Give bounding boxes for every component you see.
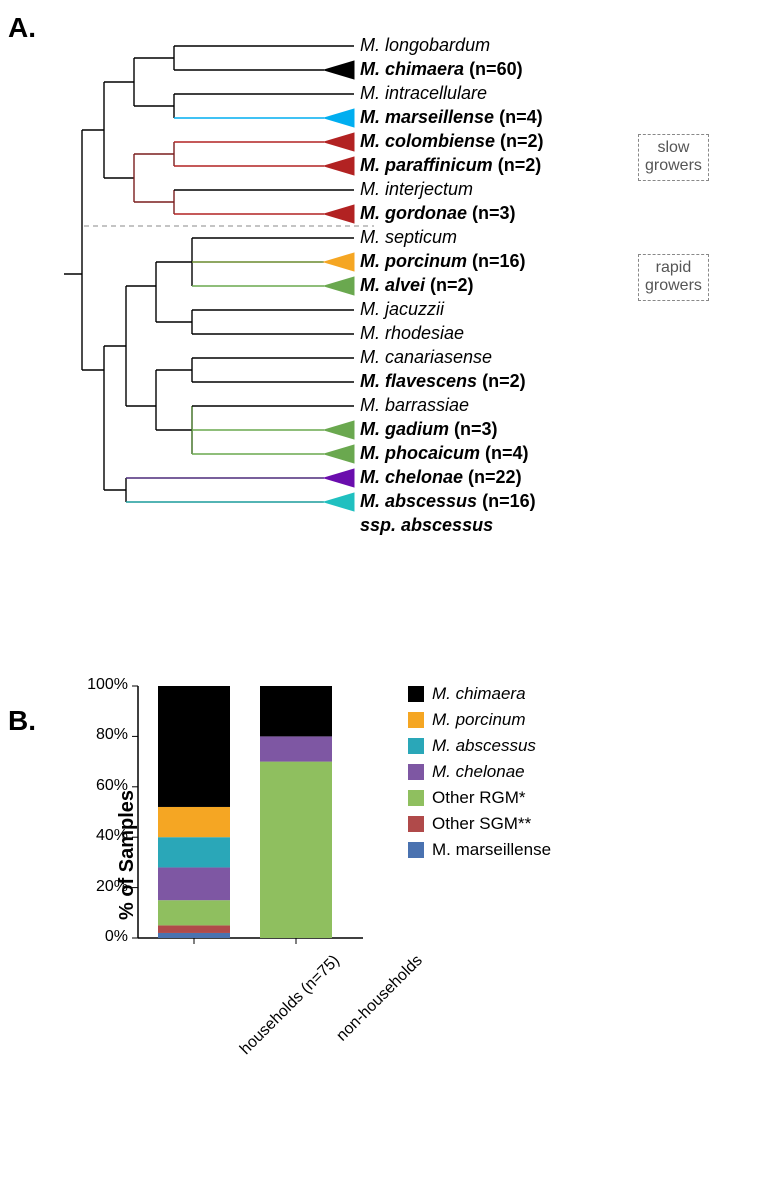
taxon-label: M. gordonae (n=3) [360, 203, 516, 224]
taxon-subline: ssp. abscessus [360, 515, 493, 536]
taxon-label: M. flavescens (n=2) [360, 371, 526, 392]
taxon-label: M. intracellulare [360, 83, 487, 104]
taxon-label: M. jacuzzii [360, 299, 444, 320]
legend-label: M. porcinum [432, 710, 526, 730]
legend-swatch [408, 764, 424, 780]
legend-label: Other SGM** [432, 814, 531, 834]
stacked-bar-chart [128, 680, 383, 952]
taxon-label: M. phocaicum (n=4) [360, 443, 529, 464]
taxon-label: M. paraffinicum (n=2) [360, 155, 541, 176]
taxon-label: M. chelonae (n=22) [360, 467, 522, 488]
y-tick-label: 40% [82, 827, 128, 845]
taxon-label: M. marseillense (n=4) [360, 107, 543, 128]
taxon-label: M. barrassiae [360, 395, 469, 416]
legend-swatch [408, 816, 424, 832]
legend-item: M. abscessus [408, 736, 551, 756]
taxon-label: M. alvei (n=2) [360, 275, 474, 296]
taxon-label: M. chimaera (n=60) [360, 59, 523, 80]
taxon-label: M. colombiense (n=2) [360, 131, 544, 152]
legend-item: M. marseillense [408, 840, 551, 860]
y-tick-label: 60% [82, 777, 128, 795]
legend-item: Other RGM* [408, 788, 551, 808]
legend-swatch [408, 842, 424, 858]
legend-label: Other RGM* [432, 788, 526, 808]
panel-b: B. % of Samples 0%20%40%60%80%100% house… [8, 650, 758, 1190]
legend-item: M. chimaera [408, 684, 551, 704]
y-tick-label: 20% [82, 878, 128, 896]
phylo-tree [64, 34, 374, 554]
y-tick-label: 0% [82, 928, 128, 946]
panel-a: A. M. longobardum M. chimaera (n=60) M. in… [8, 12, 758, 552]
legend-label: M. chelonae [432, 762, 525, 782]
x-tick-label: non-households [333, 952, 426, 1045]
legend-label: M. chimaera [432, 684, 526, 704]
legend-swatch [408, 686, 424, 702]
x-tick-label: households (n=75) [237, 952, 344, 1059]
taxon-label: M. longobardum [360, 35, 490, 56]
panel-a-label: A. [8, 12, 36, 44]
taxon-label: M. canariasense [360, 347, 492, 368]
taxon-label: M. septicum [360, 227, 457, 248]
legend-swatch [408, 712, 424, 728]
annotation-slow-growers: slowgrowers [638, 134, 709, 181]
legend-item: M. porcinum [408, 710, 551, 730]
y-tick-label: 80% [82, 726, 128, 744]
legend-item: Other SGM** [408, 814, 551, 834]
taxon-label: M. gadium (n=3) [360, 419, 498, 440]
legend-item: M. chelonae [408, 762, 551, 782]
y-tick-label: 100% [82, 676, 128, 694]
legend-label: M. marseillense [432, 840, 551, 860]
legend-label: M. abscessus [432, 736, 536, 756]
panel-b-label: B. [8, 705, 36, 737]
legend-swatch [408, 738, 424, 754]
taxon-label: M. rhodesiae [360, 323, 464, 344]
taxon-label: M. porcinum (n=16) [360, 251, 526, 272]
annotation-rapid-growers: rapidgrowers [638, 254, 709, 301]
taxon-label: M. interjectum [360, 179, 473, 200]
legend-swatch [408, 790, 424, 806]
chart-legend: M. chimaera M. porcinum M. abscessus M. che… [408, 684, 551, 866]
taxon-label: M. abscessus (n=16) [360, 491, 536, 512]
